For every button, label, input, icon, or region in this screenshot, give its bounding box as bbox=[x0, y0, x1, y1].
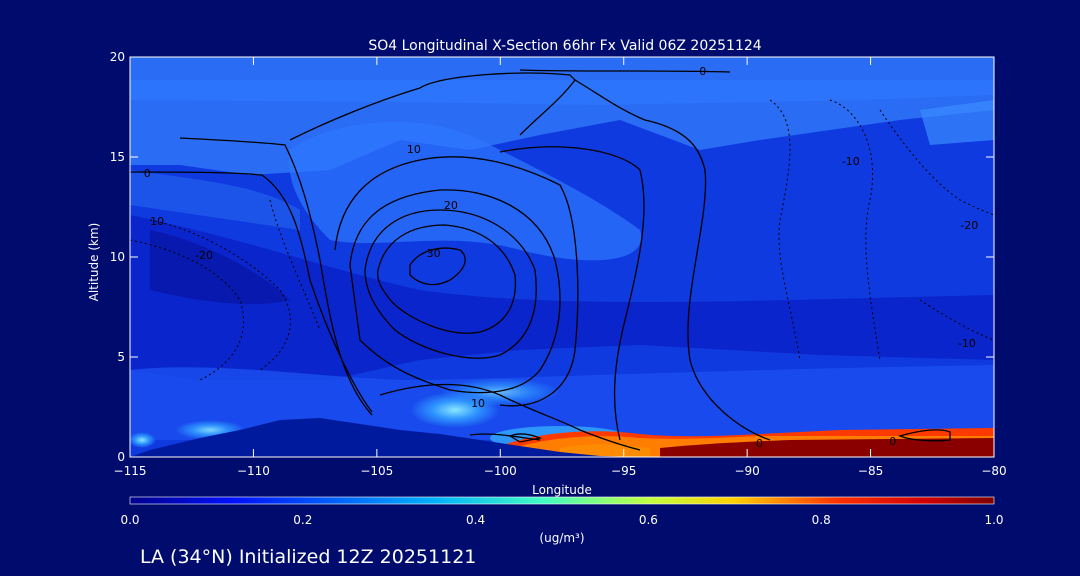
contour-label: 0 bbox=[889, 435, 896, 448]
x-axis: −115 −110 −105 −100 −95 −90 −85 −80 bbox=[114, 57, 1007, 478]
concentration-field bbox=[130, 57, 994, 457]
y-tick-label: 5 bbox=[117, 350, 125, 364]
colorbar-tick-label: 1.0 bbox=[984, 513, 1003, 527]
x-tick-label: −100 bbox=[484, 464, 517, 478]
y-tick-label: 0 bbox=[117, 450, 125, 464]
contour-label: 10 bbox=[150, 215, 164, 228]
terrain bbox=[130, 418, 640, 457]
chart-title: SO4 Longitudinal X-Section 66hr Fx Valid… bbox=[368, 38, 761, 54]
contour-lines bbox=[130, 69, 951, 451]
negative-contour-lines bbox=[130, 99, 994, 381]
colorbar-tick-label: 0.8 bbox=[812, 513, 831, 527]
y-tick-label: 15 bbox=[110, 150, 125, 164]
chart-subtitle: LA (34°N) Initialized 12Z 20251121 bbox=[140, 546, 476, 568]
contour-label: 0 bbox=[756, 437, 763, 450]
contour-label: 0 bbox=[699, 65, 706, 78]
colorbar-label: (ug/m³) bbox=[539, 531, 584, 545]
x-tick-label: −115 bbox=[114, 464, 147, 478]
contour-label: 30 bbox=[427, 247, 441, 260]
x-tick-label: −110 bbox=[237, 464, 270, 478]
y-tick-label: 20 bbox=[110, 50, 125, 64]
contour-label: 20 bbox=[444, 199, 458, 212]
y-tick-label: 10 bbox=[110, 250, 125, 264]
contour-labels: 0 10 10 20 30 10 0 0 0 -10 -20 -20 -10 bbox=[144, 65, 979, 450]
contour-label: -20 bbox=[195, 249, 213, 262]
x-tick-label: −90 bbox=[734, 464, 759, 478]
x-axis-label: Longitude bbox=[532, 483, 592, 497]
y-axis: 0 5 10 15 20 bbox=[110, 50, 994, 464]
colorbar-tick-label: 0.2 bbox=[293, 513, 312, 527]
x-tick-label: −80 bbox=[981, 464, 1006, 478]
y-axis-label: Altitude (km) bbox=[87, 223, 101, 302]
contour-label: 0 bbox=[144, 167, 151, 180]
colorbar-tick-label: 0.6 bbox=[639, 513, 658, 527]
colorbar bbox=[129, 496, 995, 505]
contour-label: -20 bbox=[960, 219, 978, 232]
contour-label: 10 bbox=[407, 143, 421, 156]
x-tick-label: −95 bbox=[611, 464, 636, 478]
x-tick-label: −85 bbox=[858, 464, 883, 478]
colorbar-tick-label: 0.4 bbox=[466, 513, 485, 527]
colorbar-tick-label: 0.0 bbox=[120, 513, 139, 527]
contour-label: -10 bbox=[842, 155, 860, 168]
colorbar-ticks: 0.0 0.2 0.4 0.6 0.8 1.0 bbox=[120, 513, 1003, 527]
contour-label: -10 bbox=[958, 337, 976, 350]
x-tick-label: −105 bbox=[360, 464, 393, 478]
contour-label: 10 bbox=[471, 397, 485, 410]
